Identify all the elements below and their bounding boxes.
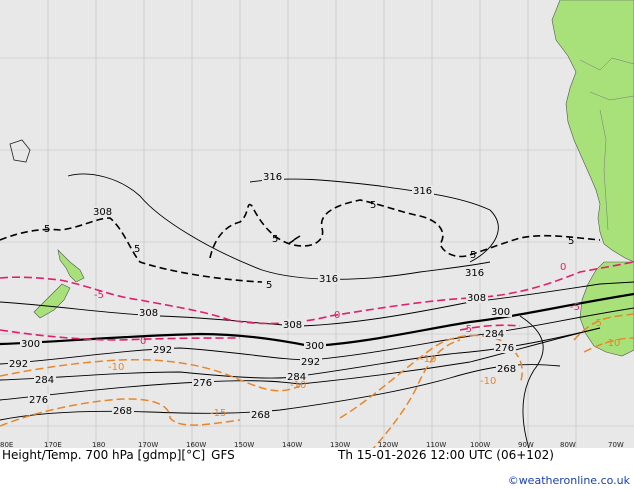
- temp-label-m10e: -10: [604, 338, 620, 349]
- temp-labels: 5 5 5 5 5 5 5 0 0 0 -5 -5 -5 -5 -10 -10 …: [44, 200, 620, 419]
- lon-label: 100W: [470, 441, 490, 449]
- height-labels: 316 316 316 316 308 308 308 308 300 300 …: [8, 171, 518, 421]
- temp-label-5a: 5: [44, 224, 50, 235]
- height-label-316d: 316: [465, 268, 484, 279]
- temp-label-5d: 5: [272, 234, 278, 245]
- temp-label-5f: 5: [470, 250, 476, 261]
- height-label-308c: 308: [283, 320, 302, 331]
- temp-label-m10d: -10: [420, 354, 436, 365]
- height-label-308d: 308: [467, 293, 486, 304]
- temp-label-0c: 0: [140, 336, 146, 347]
- new-zealand-south: [33, 283, 71, 319]
- lon-label: 90W: [518, 441, 534, 449]
- temp-label-m5c: -5: [570, 302, 580, 313]
- new-zealand-north: [57, 249, 85, 283]
- model-name: GFS: [211, 448, 235, 462]
- lon-label: 120W: [378, 441, 398, 449]
- height-label-276b: 276: [193, 378, 212, 389]
- height-label-276c: 276: [495, 343, 514, 354]
- height-label-292b: 292: [153, 345, 172, 356]
- height-label-268c: 268: [497, 364, 516, 375]
- credit-link[interactable]: ©weatheronline.co.uk: [507, 474, 630, 487]
- temp-label-5g: 5: [568, 236, 574, 247]
- fiji-islands: [9, 139, 31, 163]
- lon-label: 150W: [234, 441, 254, 449]
- lon-label: 110W: [426, 441, 446, 449]
- product-name: Height/Temp. 700 hPa [gdmp][°C]: [2, 448, 206, 462]
- height-label-292c: 292: [301, 357, 320, 368]
- height-label-300b: 300: [305, 341, 324, 352]
- height-label-316b: 316: [413, 186, 432, 197]
- height-label-300a: 300: [21, 339, 40, 350]
- south-america-land: [551, 0, 634, 263]
- height-label-268a: 268: [113, 406, 132, 417]
- temp-label-0b: 0: [560, 262, 566, 273]
- sea-background: [0, 0, 634, 452]
- lon-label: 80E: [0, 441, 13, 449]
- lon-label: 70W: [608, 441, 624, 449]
- height-label-300c: 300: [491, 307, 510, 318]
- lon-label: 170E: [44, 441, 62, 449]
- temp-5-contours: [0, 199, 601, 283]
- height-label-316c: 316: [319, 274, 338, 285]
- map-footer: Height/Temp. 700 hPa [gdmp][°C] GFS Th 15…: [0, 448, 634, 490]
- height-label-284c: 284: [485, 329, 504, 340]
- lon-label: 180: [92, 441, 105, 449]
- lon-label: 130W: [330, 441, 350, 449]
- height-label-268b: 268: [251, 410, 270, 421]
- height-label-308a: 308: [93, 207, 112, 218]
- lon-label: 160W: [186, 441, 206, 449]
- temp-cold-contours: [0, 313, 634, 452]
- temp-label-m10a: -10: [108, 362, 124, 373]
- country-borders: [579, 57, 634, 231]
- temp-label-m10b: -10: [290, 380, 306, 391]
- temp-label-5e: 5: [370, 200, 376, 211]
- temp-label-5b: 5: [134, 244, 140, 255]
- temp-label-0a: 0: [334, 310, 340, 321]
- lon-label: 170W: [138, 441, 158, 449]
- map-canvas: 316 316 316 316 308 308 308 308 300 300 …: [0, 0, 634, 452]
- height-label-284a: 284: [35, 375, 54, 386]
- valid-time: Th 15-01-2026 12:00 UTC (06+102): [338, 448, 554, 462]
- height-label-308b: 308: [139, 308, 158, 319]
- lon-label: 80W: [560, 441, 576, 449]
- temp-label-m5d: -5: [592, 318, 602, 329]
- product-title: Height/Temp. 700 hPa [gdmp][°C] GFS: [2, 448, 241, 462]
- height-label-316a: 316: [263, 172, 282, 183]
- temp-label-5c: 5: [266, 280, 272, 291]
- temp-label-m5a: -5: [94, 290, 104, 301]
- temp-label-m15: -15: [210, 408, 226, 419]
- temp-label-m5b: -5: [462, 324, 472, 335]
- height-label-284b: 284: [287, 372, 306, 383]
- height-label-292a: 292: [9, 359, 28, 370]
- longitude-axis: 80E 170E 180 170W 160W 150W 140W 130W 12…: [0, 441, 624, 449]
- lon-label: 140W: [282, 441, 302, 449]
- patagonia-land: [579, 261, 634, 357]
- temp-label-m10c: -10: [480, 376, 496, 387]
- height-label-276a: 276: [29, 395, 48, 406]
